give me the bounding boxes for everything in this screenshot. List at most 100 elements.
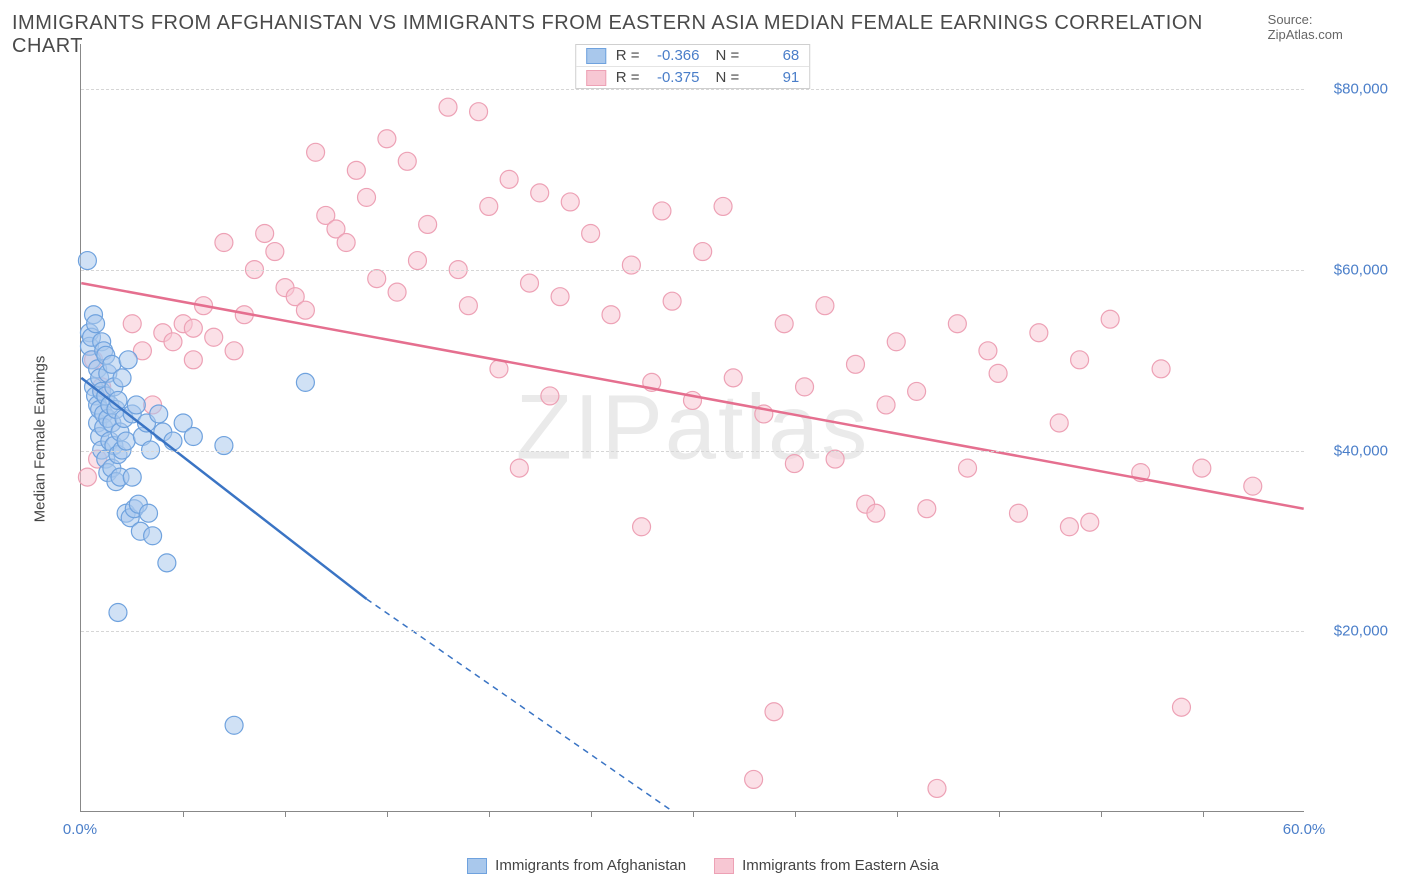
plot-area: ZIPatlas R = -0.366 N = 68 R = -0.375 N … [80, 44, 1304, 812]
scatter-point [459, 297, 477, 315]
scatter-point [480, 197, 498, 215]
scatter-point [256, 225, 274, 243]
legend-label: Immigrants from Eastern Asia [742, 857, 939, 874]
r-label: R = [616, 69, 640, 86]
scatter-point [500, 170, 518, 188]
scatter-point [633, 518, 651, 536]
scatter-point [1101, 310, 1119, 328]
scatter-point [521, 274, 539, 292]
scatter-point [602, 306, 620, 324]
gridline [81, 89, 1304, 90]
scatter-point [388, 283, 406, 301]
scatter-point [551, 288, 569, 306]
scatter-point [1152, 360, 1170, 378]
scatter-point [918, 500, 936, 518]
scatter-point [816, 297, 834, 315]
scatter-point [158, 554, 176, 572]
r-label: R = [616, 47, 640, 64]
scatter-point [785, 455, 803, 473]
scatter-point [150, 405, 168, 423]
scatter-point [1244, 477, 1262, 495]
x-tick-mark [1101, 811, 1102, 817]
r-value: -0.375 [646, 69, 700, 86]
x-tick-mark [897, 811, 898, 817]
scatter-point [164, 432, 182, 450]
scatter-point [928, 779, 946, 797]
y-tick-label: $60,000 [1308, 261, 1388, 278]
n-label: N = [716, 69, 740, 86]
x-tick-mark [387, 811, 388, 817]
source-attribution: Source: ZipAtlas.com [1268, 12, 1390, 42]
scatter-point [140, 504, 158, 522]
scatter-point [510, 459, 528, 477]
scatter-point [541, 387, 559, 405]
scatter-point [164, 333, 182, 351]
scatter-point [531, 184, 549, 202]
x-tick-mark [591, 811, 592, 817]
scatter-point [867, 504, 885, 522]
scatter-point [622, 256, 640, 274]
scatter-point [908, 382, 926, 400]
scatter-point [408, 252, 426, 270]
scatter-point [1050, 414, 1068, 432]
scatter-point [959, 459, 977, 477]
scatter-point [225, 342, 243, 360]
scatter-point [1030, 324, 1048, 342]
scatter-point [1193, 459, 1211, 477]
scatter-point [205, 328, 223, 346]
scatter-point [1172, 698, 1190, 716]
scatter-point [215, 234, 233, 252]
scatter-point [266, 243, 284, 261]
scatter-point [765, 703, 783, 721]
x-tick-mark [999, 811, 1000, 817]
chart-container: Median Female Earnings ZIPatlas R = -0.3… [50, 44, 1388, 834]
scatter-point [979, 342, 997, 360]
scatter-point [184, 428, 202, 446]
scatter-point [358, 188, 376, 206]
scatter-point [948, 315, 966, 333]
scatter-point [78, 468, 96, 486]
scatter-point [296, 301, 314, 319]
scatter-point [745, 770, 763, 788]
scatter-point [368, 270, 386, 288]
x-tick-mark [693, 811, 694, 817]
scatter-point [1060, 518, 1078, 536]
scatter-point [775, 315, 793, 333]
scatter-point [144, 527, 162, 545]
trend-line [81, 283, 1303, 509]
scatter-point [184, 319, 202, 337]
x-tick-mark [489, 811, 490, 817]
scatter-point [796, 378, 814, 396]
scatter-point [398, 152, 416, 170]
scatter-point [724, 369, 742, 387]
scatter-point [1009, 504, 1027, 522]
n-label: N = [716, 47, 740, 64]
legend-item: Immigrants from Eastern Asia [714, 857, 939, 874]
scatter-point [347, 161, 365, 179]
scatter-point [989, 364, 1007, 382]
trend-line [81, 378, 366, 599]
scatter-point [470, 103, 488, 121]
scatter-point [378, 130, 396, 148]
legend-swatch [467, 858, 487, 874]
scatter-point [225, 716, 243, 734]
scatter-point [127, 396, 145, 414]
gridline [81, 270, 1304, 271]
scatter-point [113, 369, 131, 387]
n-value: 68 [745, 47, 799, 64]
scatter-point [123, 315, 141, 333]
scatter-point [119, 351, 137, 369]
scatter-point [653, 202, 671, 220]
gridline [81, 631, 1304, 632]
x-tick-mark [183, 811, 184, 817]
stats-legend-box: R = -0.366 N = 68 R = -0.375 N = 91 [575, 44, 811, 89]
legend-bottom: Immigrants from Afghanistan Immigrants f… [0, 857, 1406, 874]
legend-item: Immigrants from Afghanistan [467, 857, 686, 874]
scatter-point [877, 396, 895, 414]
scatter-point [663, 292, 681, 310]
scatter-point [582, 225, 600, 243]
legend-label: Immigrants from Afghanistan [495, 857, 686, 874]
scatter-point [826, 450, 844, 468]
scatter-svg [81, 44, 1304, 811]
x-tick-mark [795, 811, 796, 817]
